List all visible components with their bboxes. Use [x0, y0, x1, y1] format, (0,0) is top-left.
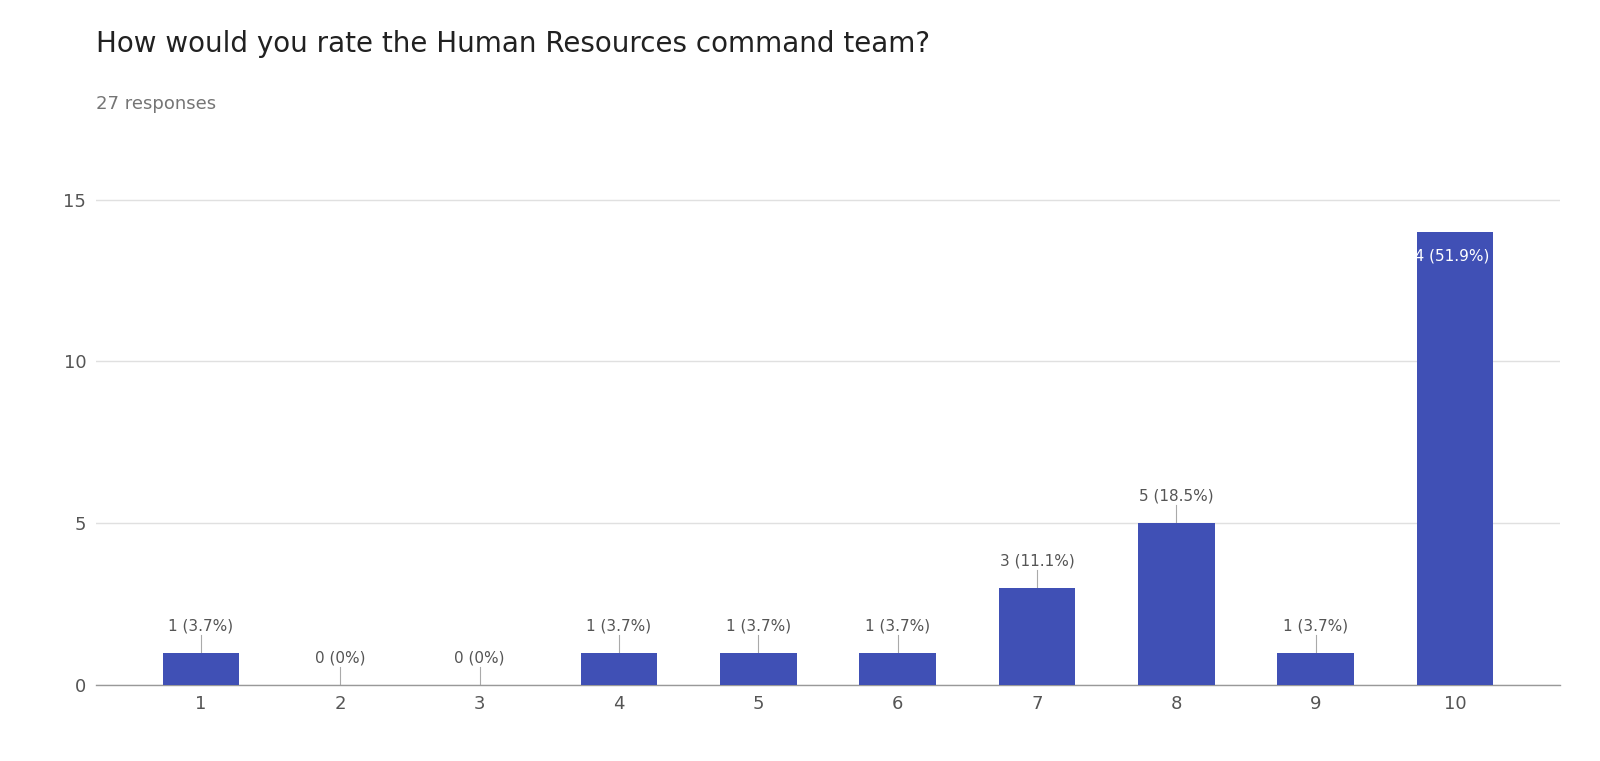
- Text: How would you rate the Human Resources command team?: How would you rate the Human Resources c…: [96, 30, 930, 59]
- Text: 27 responses: 27 responses: [96, 95, 216, 113]
- Bar: [1277, 653, 1354, 685]
- Text: 1 (3.7%): 1 (3.7%): [866, 618, 930, 633]
- Text: 0 (0%): 0 (0%): [315, 651, 365, 665]
- Text: 3 (11.1%): 3 (11.1%): [1000, 553, 1075, 568]
- Text: 1 (3.7%): 1 (3.7%): [586, 618, 651, 633]
- Text: 1 (3.7%): 1 (3.7%): [726, 618, 790, 633]
- Text: 5 (18.5%): 5 (18.5%): [1139, 489, 1214, 504]
- Bar: [1418, 232, 1493, 685]
- Text: 0 (0%): 0 (0%): [454, 651, 506, 665]
- Bar: [859, 653, 936, 685]
- Bar: [720, 653, 797, 685]
- Bar: [581, 653, 658, 685]
- Bar: [1138, 524, 1214, 685]
- Bar: [163, 653, 238, 685]
- Bar: [998, 587, 1075, 685]
- Text: 1 (3.7%): 1 (3.7%): [168, 618, 234, 633]
- Text: 14 (51.9%): 14 (51.9%): [1405, 248, 1490, 263]
- Text: 1 (3.7%): 1 (3.7%): [1283, 618, 1349, 633]
